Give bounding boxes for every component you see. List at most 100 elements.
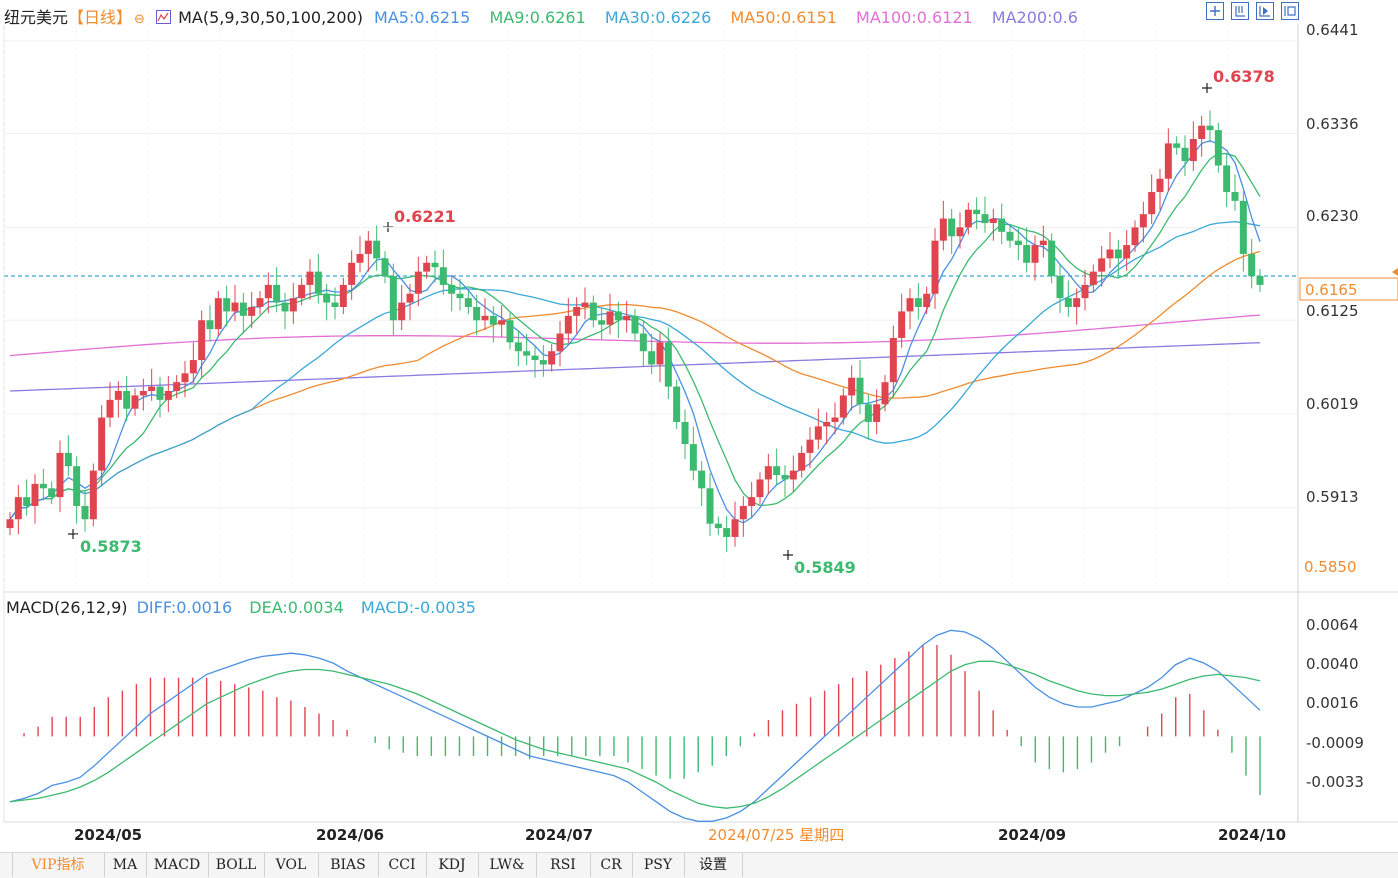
chart-type-icon[interactable] xyxy=(156,10,172,24)
candle-body xyxy=(931,240,939,294)
candle-body xyxy=(1081,284,1089,299)
candle-body xyxy=(198,320,206,361)
tab-boll[interactable]: BOLL xyxy=(208,853,265,877)
annotation-high-2: 0.6378 xyxy=(1213,67,1275,86)
ma9-value: MA9:0.6261 xyxy=(489,8,586,27)
candle-body xyxy=(114,391,122,400)
candle-body xyxy=(773,466,781,476)
high-marker-2 xyxy=(1202,83,1212,93)
candle-body xyxy=(906,298,914,312)
candle-body xyxy=(514,342,522,352)
candle-body xyxy=(256,298,264,307)
candle-body xyxy=(1173,143,1181,148)
candle-body xyxy=(1039,240,1047,246)
tab-ma[interactable]: MA xyxy=(104,853,147,877)
macd-tick: 0.0016 xyxy=(1306,694,1359,712)
candle-body xyxy=(1231,192,1239,201)
candle-body xyxy=(214,298,222,330)
macd-params[interactable]: MACD(26,12,9) xyxy=(6,598,128,617)
tab-rsi[interactable]: RSI xyxy=(536,853,591,877)
candle-body xyxy=(123,391,131,409)
tab-vip[interactable]: VIP指标 xyxy=(12,853,105,877)
candle-body xyxy=(131,395,139,409)
candle-body xyxy=(1106,249,1114,259)
candle-body xyxy=(798,452,806,471)
tab-lw[interactable]: LW& xyxy=(478,853,537,877)
candle-body xyxy=(973,209,981,215)
candle-body xyxy=(389,276,397,321)
candle-body xyxy=(331,302,339,307)
price-tick: 0.6019 xyxy=(1306,395,1359,413)
candle-body xyxy=(473,307,481,321)
low-marker-2 xyxy=(783,550,793,560)
candle-body xyxy=(648,351,656,365)
candle-body xyxy=(206,320,214,330)
candle-body xyxy=(48,488,56,498)
candle-body xyxy=(356,253,364,263)
date-label: 2024/09 xyxy=(998,826,1066,844)
cursor-date-box xyxy=(704,824,870,848)
candle-body xyxy=(248,307,256,316)
candle-body xyxy=(414,271,422,294)
collapse-icon[interactable]: ⊖ xyxy=(134,12,145,27)
candle-body xyxy=(539,360,547,365)
fullscreen-icon[interactable] xyxy=(1281,2,1299,20)
candle-body xyxy=(789,470,797,480)
candle-body xyxy=(489,315,497,325)
candle-body xyxy=(6,519,14,529)
candle-body xyxy=(364,240,372,254)
candle-body xyxy=(856,377,864,405)
candle-body xyxy=(314,271,322,294)
tab-psy[interactable]: PSY xyxy=(632,853,685,877)
macd-tick: -0.0033 xyxy=(1306,773,1364,791)
candle-body xyxy=(1114,249,1122,259)
candle-body xyxy=(89,470,97,520)
candle-body xyxy=(164,391,172,400)
ma50-line xyxy=(9,250,1261,520)
ma-params[interactable]: MA(5,9,30,50,100,200) xyxy=(178,8,363,27)
candle-body xyxy=(298,284,306,299)
candle-body xyxy=(689,444,697,471)
tab-settings[interactable]: 设置 xyxy=(684,853,743,877)
candle-body xyxy=(573,307,581,316)
ma30-line xyxy=(9,221,1261,520)
candle-body xyxy=(56,452,64,498)
candle-body xyxy=(1223,165,1231,193)
candle-body xyxy=(64,452,72,467)
candle-body xyxy=(698,470,706,489)
low-price-tick: 0.5850 xyxy=(1304,558,1357,576)
tab-macd[interactable]: MACD xyxy=(146,853,209,877)
annotation-low-1: 0.5873 xyxy=(80,537,142,556)
date-label: 2024/10 xyxy=(1218,826,1286,844)
candle-body xyxy=(814,426,822,440)
candle-body xyxy=(548,351,556,365)
candle-body xyxy=(73,466,81,506)
candle-body xyxy=(1056,276,1064,299)
chart-canvas[interactable]: 0.6441 0.6336 0.6230 0.6125 0.6019 0.591… xyxy=(0,0,1398,852)
candle-body xyxy=(739,505,747,520)
candle-body xyxy=(264,284,272,299)
layout-icon[interactable] xyxy=(1231,2,1249,20)
ma200-line xyxy=(9,342,1261,392)
tab-cci[interactable]: CCI xyxy=(378,853,427,877)
candle-body xyxy=(381,258,389,277)
tab-prev[interactable]: ▏ xyxy=(0,853,13,877)
macd-tick: 0.0064 xyxy=(1306,616,1359,634)
tab-cr[interactable]: CR xyxy=(590,853,633,877)
play-icon[interactable] xyxy=(1256,2,1274,20)
period-label[interactable]: 【日线】 xyxy=(68,8,133,27)
chart-header: 纽元美元【日线】 ⊖ MA(5,9,30,50,100,200) MA5:0.62… xyxy=(4,4,1078,28)
candle-body xyxy=(1048,240,1056,277)
macd-macd-value: MACD:-0.0035 xyxy=(360,598,476,617)
candle-body xyxy=(31,483,39,506)
current-price-tag-box xyxy=(1299,277,1398,301)
crosshair-icon[interactable] xyxy=(1206,2,1224,20)
tab-bias[interactable]: BIAS xyxy=(318,853,379,877)
tab-kdj[interactable]: KDJ xyxy=(426,853,479,877)
candle-body xyxy=(39,483,47,489)
tab-vol[interactable]: VOL xyxy=(264,853,319,877)
annotation-high-1: 0.6221 xyxy=(394,207,456,226)
candle-body xyxy=(981,214,989,223)
candle-body xyxy=(448,284,456,294)
candle-body xyxy=(81,505,89,520)
